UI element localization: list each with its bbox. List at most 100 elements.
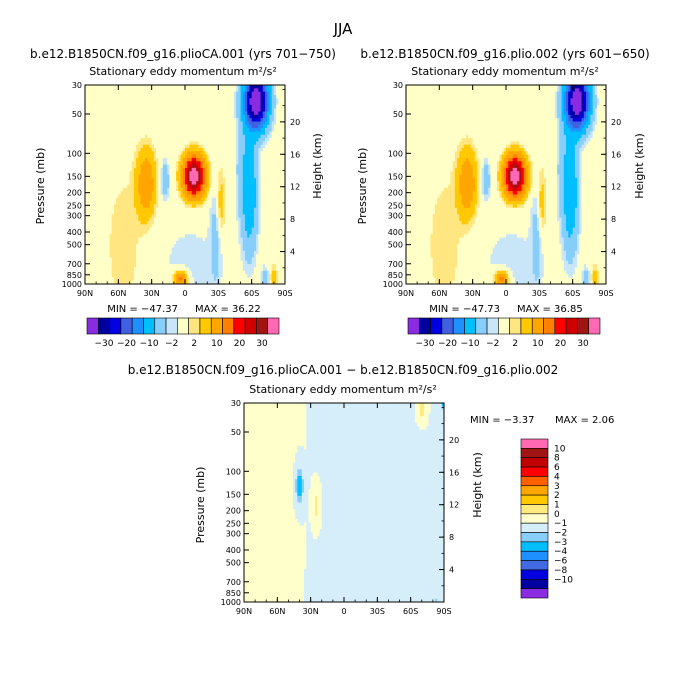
contour-cell [96, 224, 99, 228]
contour-cell [129, 98, 133, 102]
contour-cell [100, 204, 104, 209]
contour-cell [256, 124, 259, 129]
contour-cell [169, 250, 173, 255]
contour-cell [113, 184, 117, 189]
contour-cell [191, 197, 195, 202]
contour-cell [231, 164, 235, 169]
contour-cell [213, 91, 217, 96]
contour-cell [265, 257, 268, 262]
contour-cell [91, 94, 95, 99]
contour-cell [233, 154, 237, 159]
contour-cell [96, 244, 99, 248]
contour-cell [233, 167, 237, 172]
contour-cell [109, 174, 113, 179]
contour-cell [236, 220, 239, 225]
contour-cell [102, 98, 106, 102]
contour-cell [158, 161, 161, 165]
contour-cell [173, 161, 177, 165]
contour-cell [151, 184, 155, 189]
contour-cell [233, 144, 237, 149]
contour-cell [216, 237, 219, 242]
contour-cell [107, 141, 110, 146]
contour-cell [211, 118, 215, 122]
contour-cell [167, 121, 170, 126]
contour-cell [249, 250, 253, 255]
contour-cell [231, 131, 235, 136]
contour-cell [127, 230, 130, 235]
contour-cell [280, 174, 284, 179]
contour-cell [271, 108, 275, 112]
contour-cell [251, 250, 255, 255]
contour-cell [125, 247, 128, 252]
contour-cell [276, 157, 279, 162]
contour-cell [236, 237, 239, 242]
contour-cell [105, 207, 108, 212]
contour-cell [260, 227, 264, 232]
contour-cell [118, 207, 121, 212]
contour-cell [189, 171, 193, 175]
contour-cell [231, 94, 235, 99]
contour-cell [267, 128, 270, 132]
contour-cell [133, 108, 137, 112]
contour-cell [253, 194, 257, 199]
contour-cell [240, 254, 244, 258]
contour-cell [216, 104, 219, 109]
contour-cell [253, 94, 257, 99]
contour-cell [222, 224, 226, 228]
contour-cell [267, 124, 270, 129]
contour-cell [111, 184, 115, 189]
contour-cell [282, 167, 286, 172]
contour-cell [211, 264, 215, 268]
contour-cell [89, 128, 93, 132]
contour-cell [91, 174, 95, 179]
contour-cell [162, 254, 166, 258]
contour-cell [176, 260, 179, 265]
contour-cell [218, 121, 221, 126]
contour-cell [131, 204, 135, 209]
contour-cell [196, 240, 199, 245]
contour-cell [251, 118, 255, 122]
contour-cell [120, 148, 124, 152]
contour-cell [111, 91, 115, 96]
contour-cell [242, 161, 246, 165]
contour-cell [253, 171, 257, 175]
contour-cell [147, 191, 150, 195]
contour-cell [245, 151, 248, 155]
contour-cell [111, 230, 115, 235]
contour-cell [205, 141, 208, 146]
contour-cell [105, 230, 108, 235]
contour-cell [153, 167, 157, 172]
contour-cell [118, 237, 121, 242]
contour-cell [236, 174, 239, 179]
contour-cell [240, 201, 244, 205]
contour-cell [169, 184, 173, 189]
contour-cell [209, 240, 213, 245]
contour-cell [207, 138, 210, 142]
contour-cell [111, 181, 115, 185]
contour-cell [160, 207, 164, 212]
contour-cell [113, 85, 117, 89]
contour-cell [131, 197, 135, 202]
contour-cell [276, 234, 279, 238]
contour-cell [129, 217, 133, 222]
contour-cell [242, 98, 246, 102]
contour-cell [218, 201, 221, 205]
contour-cell [209, 201, 213, 205]
contour-cell [180, 181, 184, 185]
contour-cell [131, 201, 135, 205]
contour-cell [87, 211, 90, 215]
contour-cell [187, 104, 190, 109]
contour-cell [165, 177, 168, 182]
contour-cell [120, 174, 124, 179]
contour-cell [211, 250, 215, 255]
contour-cell [127, 264, 130, 268]
contour-cell [178, 85, 181, 89]
contour-cell [196, 201, 199, 205]
contour-cell [251, 167, 255, 172]
contour-cell [258, 217, 261, 222]
contour-cell [176, 267, 179, 272]
contour-cell [136, 230, 139, 235]
contour-cell [227, 247, 230, 252]
contour-cell [125, 108, 128, 112]
contour-cell [245, 161, 248, 165]
